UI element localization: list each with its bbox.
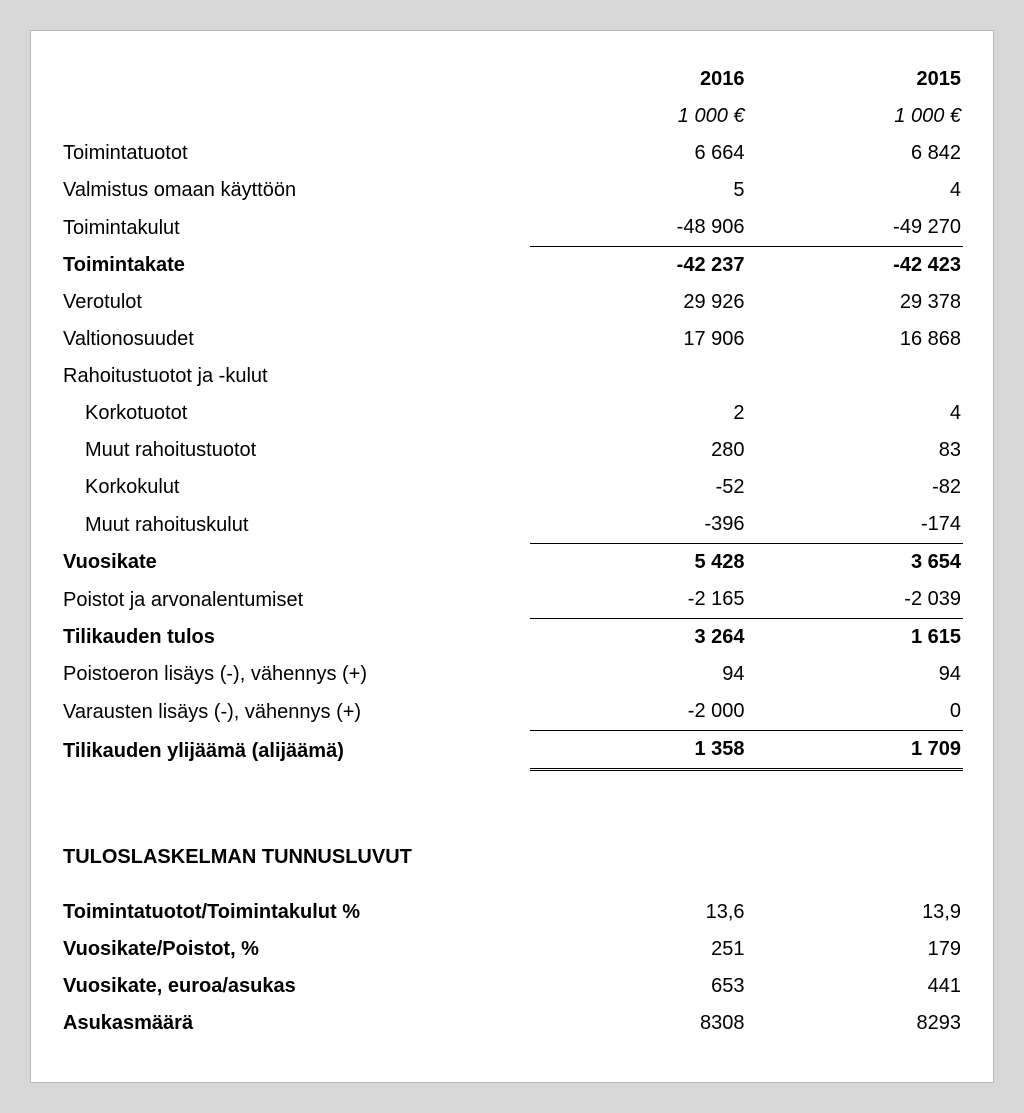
row-value-2015: 4 [747, 395, 963, 432]
row-value-2015: 8293 [747, 1005, 963, 1042]
row-value-2015: 4 [747, 172, 963, 209]
row-value-2015: 6 842 [747, 135, 963, 172]
row-label: Asukasmäärä [61, 1005, 530, 1042]
table-row: Valtionosuudet 17 906 16 868 [61, 321, 963, 358]
table-row: Korkokulut -52 -82 [61, 469, 963, 506]
table-row: Poistot ja arvonalentumiset -2 165 -2 03… [61, 581, 963, 619]
row-label: Korkotuotot [61, 395, 530, 432]
table-row: Vuosikate 5 428 3 654 [61, 544, 963, 582]
section-gap [61, 770, 963, 840]
table-row: Varausten lisäys (-), vähennys (+) -2 00… [61, 693, 963, 731]
table-row: Toimintakate -42 237 -42 423 [61, 247, 963, 285]
row-value-2015: -42 423 [747, 247, 963, 285]
row-value-2015: -174 [747, 506, 963, 544]
row-value-2015: 83 [747, 432, 963, 469]
row-label: Verotulot [61, 284, 530, 321]
row-value-2015: 179 [747, 931, 963, 968]
table-row: Poistoeron lisäys (-), vähennys (+) 94 9… [61, 656, 963, 693]
row-value-2016 [530, 358, 746, 395]
row-value-2015: 94 [747, 656, 963, 693]
row-label: Vuosikate [61, 544, 530, 582]
row-value-2016: -2 165 [530, 581, 746, 619]
income-statement: 2016 2015 1 000 € 1 000 € Toimintatuotot… [61, 61, 963, 1042]
table-row: Tilikauden tulos 3 264 1 615 [61, 619, 963, 657]
row-label: Toimintakulut [61, 209, 530, 247]
table-row: Muut rahoitustuotot 280 83 [61, 432, 963, 469]
table-row: Verotulot 29 926 29 378 [61, 284, 963, 321]
row-value-2016: 13,6 [530, 894, 746, 931]
row-value-2015: 1 615 [747, 619, 963, 657]
col-header-year1: 2016 [530, 61, 746, 98]
row-label: Muut rahoituskulut [61, 506, 530, 544]
row-label: Tilikauden ylijäämä (alijäämä) [61, 731, 530, 770]
table-row: Vuosikate, euroa/asukas 653 441 [61, 968, 963, 1005]
row-value-2016: 1 358 [530, 731, 746, 770]
row-label: Toimintatuotot [61, 135, 530, 172]
col-unit-1: 1 000 € [530, 98, 746, 135]
row-value-2016: 653 [530, 968, 746, 1005]
row-value-2015 [747, 358, 963, 395]
row-label: Poistot ja arvonalentumiset [61, 581, 530, 619]
header-years: 2016 2015 [61, 61, 963, 98]
row-value-2016: 280 [530, 432, 746, 469]
row-value-2016: -2 000 [530, 693, 746, 731]
row-label: Toimintatuotot/Toimintakulut % [61, 894, 530, 931]
table-row: Rahoitustuotot ja -kulut [61, 358, 963, 395]
row-label: Poistoeron lisäys (-), vähennys (+) [61, 656, 530, 693]
col-header-year2: 2015 [747, 61, 963, 98]
row-value-2015: 29 378 [747, 284, 963, 321]
row-value-2016: -396 [530, 506, 746, 544]
row-value-2016: 8308 [530, 1005, 746, 1042]
ratios-title: TULOSLASKELMAN TUNNUSLUVUT [61, 839, 963, 876]
table-row: Muut rahoituskulut -396 -174 [61, 506, 963, 544]
table-row: Tilikauden ylijäämä (alijäämä) 1 358 1 7… [61, 731, 963, 770]
row-value-2016: 6 664 [530, 135, 746, 172]
row-value-2016: 251 [530, 931, 746, 968]
row-value-2015: 441 [747, 968, 963, 1005]
row-value-2016: 94 [530, 656, 746, 693]
table-row: Toimintatuotot/Toimintakulut % 13,6 13,9 [61, 894, 963, 931]
row-value-2016: 29 926 [530, 284, 746, 321]
row-label: Vuosikate/Poistot, % [61, 931, 530, 968]
ratios-title-row: TULOSLASKELMAN TUNNUSLUVUT [61, 839, 963, 876]
row-label: Muut rahoitustuotot [61, 432, 530, 469]
row-value-2016: 5 [530, 172, 746, 209]
row-value-2015: 16 868 [747, 321, 963, 358]
col-unit-2: 1 000 € [747, 98, 963, 135]
table-row: Toimintakulut -48 906 -49 270 [61, 209, 963, 247]
table-row: Toimintatuotot 6 664 6 842 [61, 135, 963, 172]
row-value-2016: 2 [530, 395, 746, 432]
table-row: Asukasmäärä 8308 8293 [61, 1005, 963, 1042]
row-label: Varausten lisäys (-), vähennys (+) [61, 693, 530, 731]
row-value-2015: -49 270 [747, 209, 963, 247]
row-label: Toimintakate [61, 247, 530, 285]
table-row: Valmistus omaan käyttöön 5 4 [61, 172, 963, 209]
row-value-2015: -82 [747, 469, 963, 506]
row-label: Valmistus omaan käyttöön [61, 172, 530, 209]
row-value-2015: -2 039 [747, 581, 963, 619]
row-label: Tilikauden tulos [61, 619, 530, 657]
table-row: Vuosikate/Poistot, % 251 179 [61, 931, 963, 968]
row-label: Valtionosuudet [61, 321, 530, 358]
row-label: Rahoitustuotot ja -kulut [61, 358, 530, 395]
financial-statement-table: 2016 2015 1 000 € 1 000 € Toimintatuotot… [30, 30, 994, 1083]
row-label: Korkokulut [61, 469, 530, 506]
table-row: Korkotuotot 2 4 [61, 395, 963, 432]
row-value-2015: 3 654 [747, 544, 963, 582]
row-value-2016: 17 906 [530, 321, 746, 358]
row-value-2016: 3 264 [530, 619, 746, 657]
header-unit: 1 000 € 1 000 € [61, 98, 963, 135]
row-value-2016: 5 428 [530, 544, 746, 582]
row-value-2015: 1 709 [747, 731, 963, 770]
spacer [61, 876, 963, 894]
row-label: Vuosikate, euroa/asukas [61, 968, 530, 1005]
row-value-2016: -42 237 [530, 247, 746, 285]
row-value-2016: -48 906 [530, 209, 746, 247]
row-value-2016: -52 [530, 469, 746, 506]
row-value-2015: 0 [747, 693, 963, 731]
row-value-2015: 13,9 [747, 894, 963, 931]
